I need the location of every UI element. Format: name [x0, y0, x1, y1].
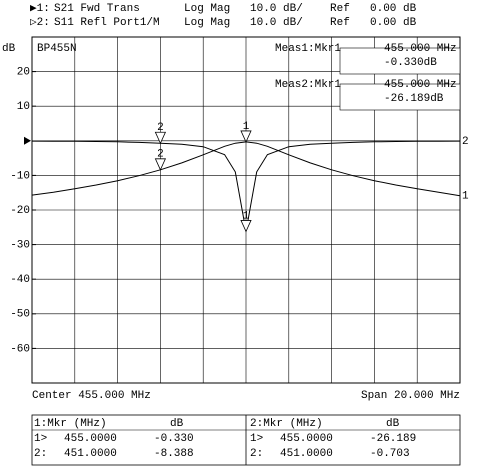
table-cell: 2:: [34, 448, 47, 460]
meas-value: -0.330dB: [384, 57, 437, 69]
trace-scale: 10.0 dB/: [250, 17, 303, 29]
table-cell: -8.388: [154, 448, 194, 460]
table-title: 1:Mkr (MHz): [34, 418, 107, 430]
table-cell: 455.0000: [280, 433, 333, 445]
meas-value: -26.189dB: [384, 93, 444, 105]
y-tick-label: -50: [10, 309, 30, 321]
marker-label: 2: [157, 122, 164, 134]
trace-id: ▷2:: [30, 17, 50, 29]
center-freq: Center 455.000 MHz: [32, 390, 151, 402]
meas-freq: 455.000 MHz: [384, 79, 457, 91]
table-cell: 455.0000: [64, 433, 117, 445]
y-unit: dB: [2, 43, 16, 55]
trace-param: S21 Fwd Trans: [54, 3, 140, 15]
marker-label: 1: [243, 210, 250, 222]
span-freq: Span 20.000 MHz: [361, 390, 460, 402]
ref-value: 0.00 dB: [370, 17, 417, 29]
meas-freq: 455.000 MHz: [384, 43, 457, 55]
meas-box: [339, 83, 461, 111]
table-cell: 1>: [250, 433, 263, 445]
marker: [154, 158, 167, 171]
table-title: 2:Mkr (MHz): [250, 418, 323, 430]
marker: [154, 131, 167, 145]
y-tick-label: -20: [10, 205, 30, 217]
trace-param: S11 Refl Port1/M: [54, 17, 160, 29]
table-cell: 451.0000: [280, 448, 333, 460]
table-cell: -0.330: [154, 433, 194, 445]
table-unit: dB: [170, 418, 184, 430]
y-tick-label: 20: [17, 67, 30, 79]
marker: [240, 130, 252, 143]
trace-scale: 10.0 dB/: [250, 3, 303, 15]
marker-label: 1: [243, 121, 250, 133]
table-cell: 2:: [250, 448, 263, 460]
table-cell: -0.703: [370, 448, 410, 460]
y-tick-label: -10: [10, 170, 30, 182]
trace-end-label: 1: [462, 191, 469, 203]
trace-format: Log Mag: [184, 3, 230, 15]
table-cell: 1>: [34, 433, 47, 445]
y-tick-label: -40: [10, 274, 30, 286]
ref-text: Ref: [330, 17, 350, 29]
meas-title: Meas2:Mkr1: [275, 79, 341, 91]
ref-arrow: [24, 136, 31, 145]
marker-label: 2: [157, 149, 164, 161]
ref-text: Ref: [330, 3, 350, 15]
table-cell: -26.189: [370, 433, 416, 445]
y-tick-label: -60: [10, 343, 30, 355]
meas-box: [339, 47, 461, 75]
trace-id: ▶1:: [30, 3, 50, 15]
table-unit: dB: [386, 418, 400, 430]
marker: [240, 220, 252, 233]
ref-value: 0.00 dB: [370, 3, 417, 15]
y-tick-label: 10: [17, 101, 30, 113]
table-cell: 451.0000: [64, 448, 117, 460]
trace-format: Log Mag: [184, 17, 230, 29]
inner-label: BP455N: [37, 43, 77, 55]
y-tick-label: -30: [10, 240, 30, 252]
trace-end-label: 2: [462, 136, 469, 148]
meas-title: Meas1:Mkr1: [275, 43, 341, 55]
